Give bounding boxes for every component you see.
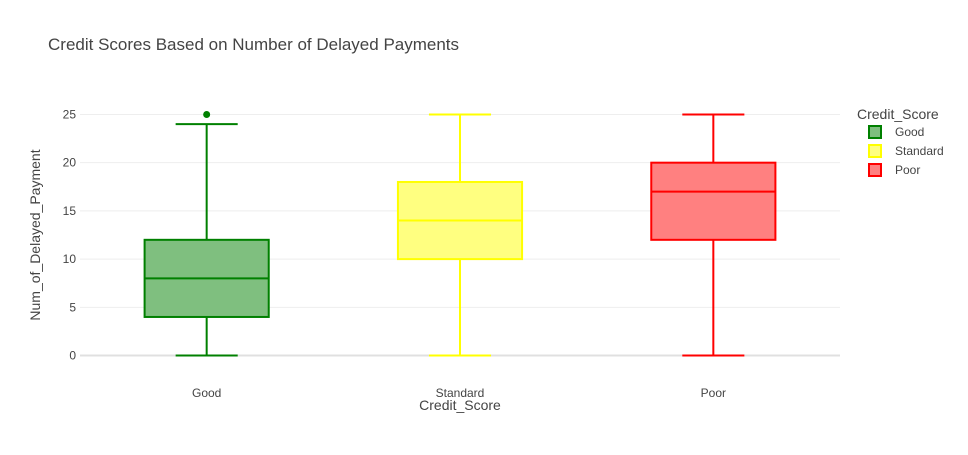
legend-items: Good Standard Poor [868,125,944,177]
x-axis-title: Credit_Score [419,397,501,413]
legend-item-poor: Poor [868,163,920,177]
box-good [143,110,270,357]
y-tick-label: 10 [63,252,77,266]
y-tick-label: 0 [69,349,76,363]
legend-swatch [868,163,882,177]
box-series [143,110,777,357]
legend-swatch [868,144,882,158]
x-tick-label: Poor [701,386,726,400]
chart-title: Credit Scores Based on Number of Delayed… [48,35,459,54]
y-tick-labels: 0 5 10 15 20 25 [63,107,77,362]
legend-label: Standard [895,144,944,158]
box-standard [396,113,524,357]
legend-item-standard: Standard [868,144,944,158]
y-tick-label: 20 [63,156,77,170]
legend-title: Credit_Score [857,106,939,122]
x-tick-label: Good [192,386,221,400]
y-axis-title: Num_of_Delayed_Payment [27,149,43,320]
x-tick-labels: Good Standard Poor [192,386,726,400]
y-tick-label: 5 [69,300,76,314]
legend-label: Good [895,125,924,139]
x-tick-label: Standard [436,386,485,400]
legend-swatch [868,125,882,139]
outlier-point [203,110,211,118]
legend-label: Poor [895,163,920,177]
box-iqr [650,161,777,241]
y-tick-label: 15 [63,204,77,218]
box-poor [650,113,777,357]
y-tick-label: 25 [63,107,77,121]
legend-item-good: Good [868,125,924,139]
legend: Credit_Score Good Standard Poor [857,106,944,177]
